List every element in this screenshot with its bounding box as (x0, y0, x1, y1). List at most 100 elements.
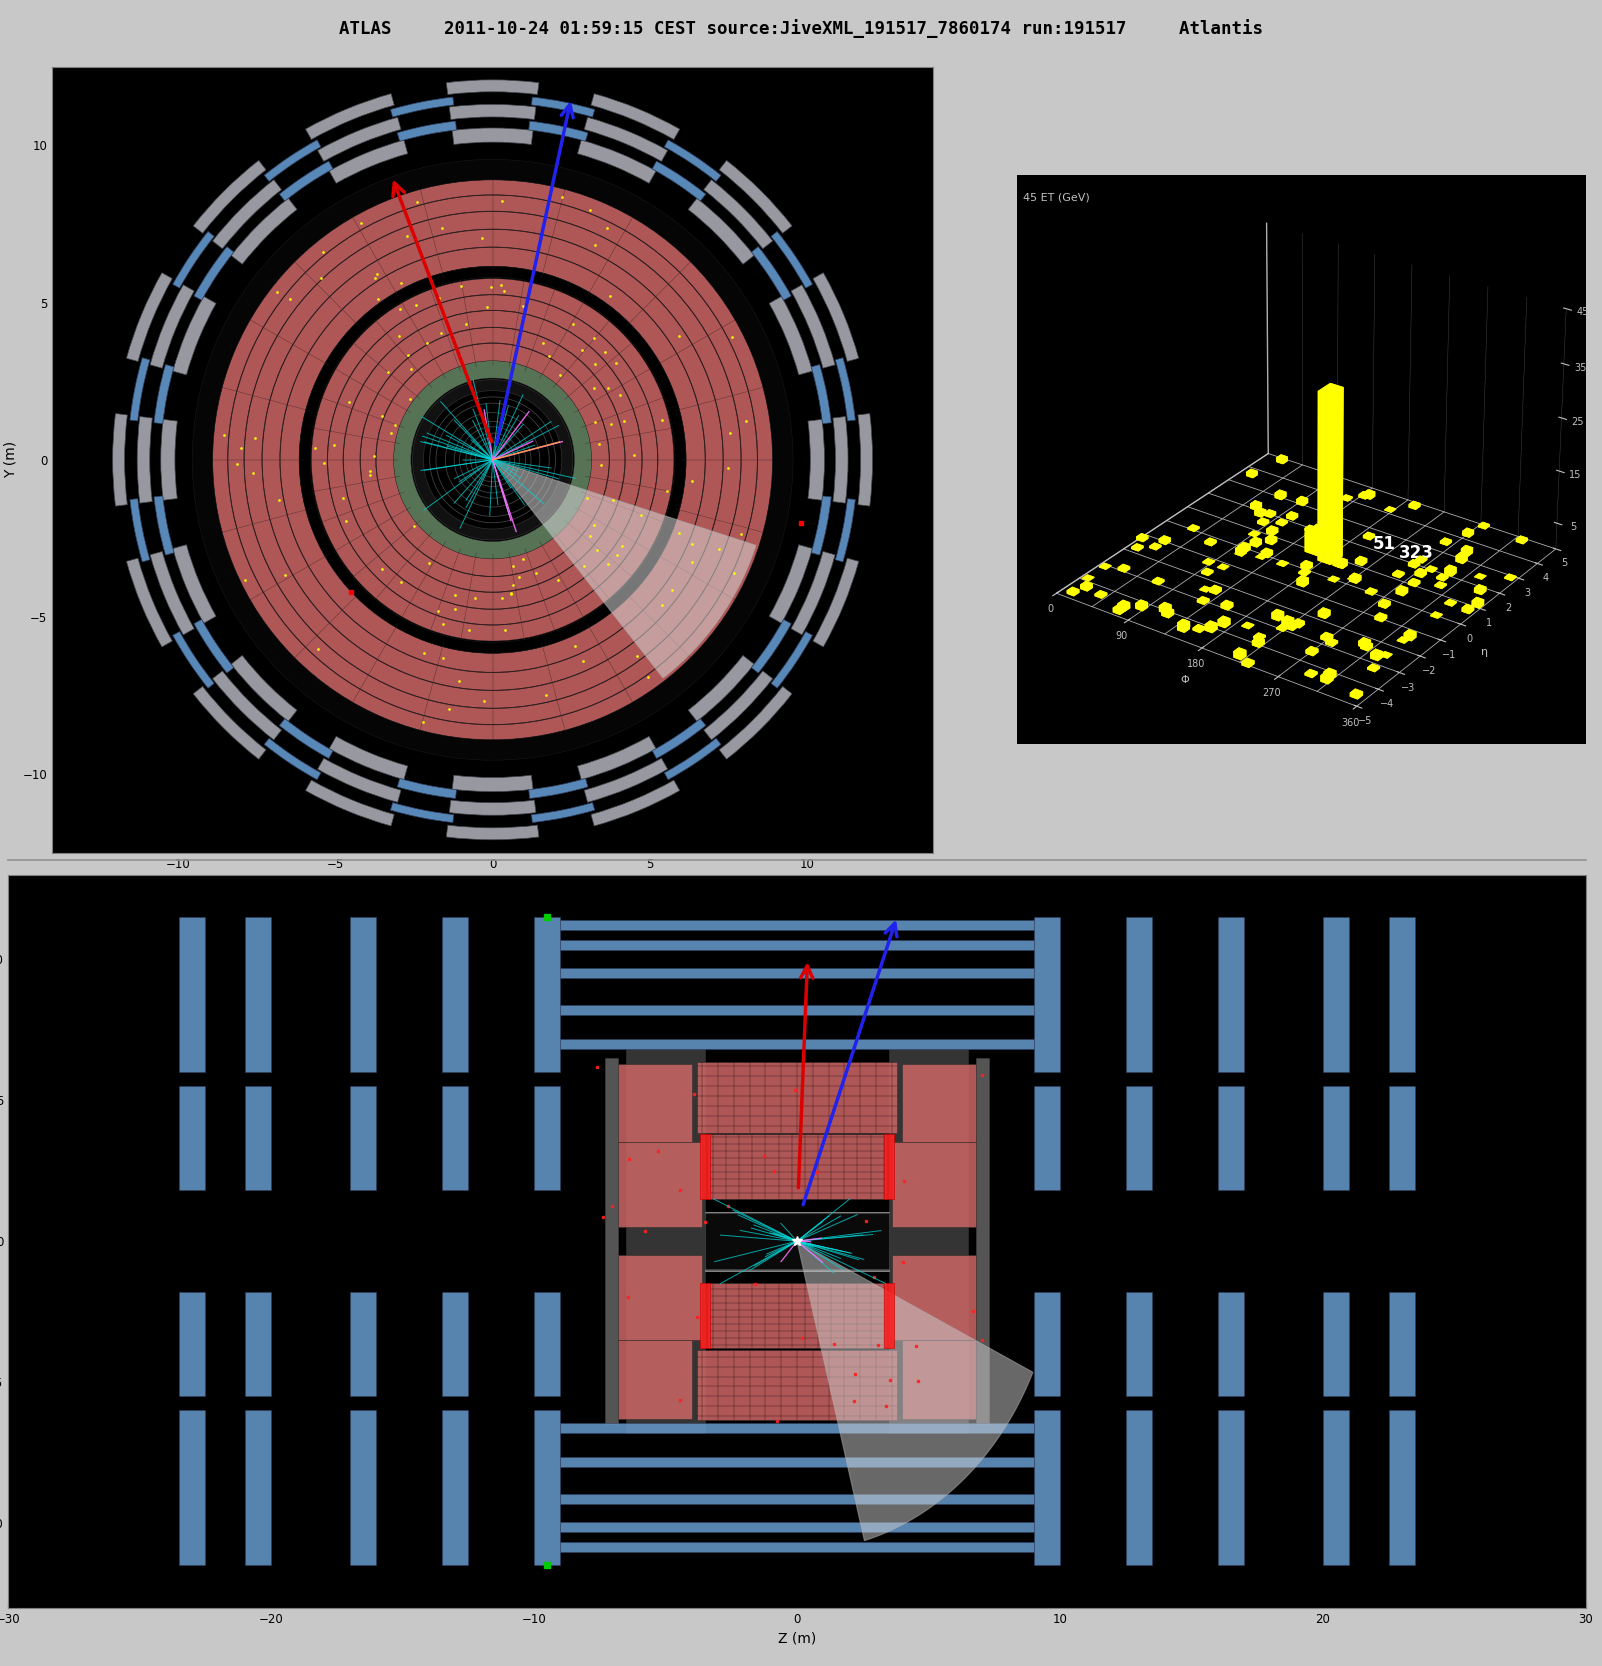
Bar (626, 1050, 705, 1433)
Wedge shape (577, 140, 657, 183)
Wedge shape (807, 420, 825, 500)
Bar (1126, 916, 1152, 1071)
Wedge shape (703, 671, 772, 740)
Bar (561, 1541, 1033, 1551)
Wedge shape (343, 312, 642, 608)
Bar (884, 1283, 894, 1348)
Wedge shape (447, 825, 538, 840)
Wedge shape (751, 247, 791, 300)
Wedge shape (306, 93, 394, 140)
Wedge shape (154, 365, 175, 423)
Wedge shape (812, 273, 859, 362)
Wedge shape (771, 631, 812, 688)
Wedge shape (192, 160, 793, 760)
Wedge shape (194, 247, 234, 300)
Wedge shape (391, 803, 453, 823)
Bar (697, 1063, 897, 1133)
Wedge shape (173, 297, 216, 375)
Wedge shape (835, 358, 855, 421)
Wedge shape (532, 803, 594, 823)
Wedge shape (397, 778, 457, 798)
Wedge shape (151, 551, 194, 635)
Y-axis label: η: η (1482, 646, 1488, 656)
Wedge shape (703, 180, 772, 248)
Bar (561, 1523, 1033, 1533)
Wedge shape (151, 285, 194, 368)
X-axis label: Z (m): Z (m) (779, 1631, 815, 1644)
Bar (179, 916, 205, 1071)
Bar (708, 1135, 886, 1200)
Bar (1218, 1411, 1245, 1566)
Wedge shape (452, 775, 533, 791)
Bar (179, 1291, 205, 1396)
Bar (533, 1411, 561, 1566)
Wedge shape (227, 195, 758, 725)
Bar (442, 916, 468, 1071)
Wedge shape (812, 558, 859, 646)
Wedge shape (279, 718, 333, 758)
Wedge shape (791, 285, 835, 368)
Wedge shape (397, 122, 457, 142)
Wedge shape (833, 416, 847, 503)
Bar (1218, 1291, 1245, 1396)
Text: 45 ET (GeV): 45 ET (GeV) (1024, 193, 1089, 203)
Bar (561, 968, 1033, 978)
Wedge shape (263, 230, 723, 690)
Bar (1126, 1086, 1152, 1191)
Bar (1323, 1411, 1349, 1566)
Bar (1218, 1086, 1245, 1191)
Wedge shape (127, 558, 173, 646)
Bar (561, 940, 1033, 950)
Bar (606, 1058, 618, 1424)
Wedge shape (130, 498, 151, 561)
Wedge shape (391, 97, 453, 117)
Bar (1323, 1086, 1349, 1191)
Bar (349, 916, 376, 1071)
X-axis label: X (m): X (m) (474, 876, 511, 890)
Bar (533, 1291, 561, 1396)
Wedge shape (751, 620, 791, 673)
Wedge shape (791, 551, 835, 635)
Bar (561, 1038, 1033, 1050)
Bar (1218, 916, 1245, 1071)
Bar (245, 1291, 271, 1396)
Bar (892, 1143, 976, 1228)
Wedge shape (264, 738, 320, 780)
Bar (179, 1086, 205, 1191)
Polygon shape (798, 1241, 1033, 1541)
Bar (618, 1063, 692, 1143)
Wedge shape (328, 295, 657, 625)
Wedge shape (665, 140, 721, 182)
Bar (618, 1339, 692, 1419)
Wedge shape (859, 413, 873, 506)
Wedge shape (449, 105, 537, 120)
Wedge shape (394, 362, 591, 558)
Bar (976, 1058, 988, 1424)
Wedge shape (279, 162, 333, 202)
Wedge shape (811, 365, 831, 423)
Polygon shape (493, 460, 756, 678)
Bar (533, 916, 561, 1071)
Bar (442, 1086, 468, 1191)
Bar (349, 1291, 376, 1396)
Bar (1126, 1291, 1152, 1396)
Wedge shape (452, 128, 533, 145)
Bar (245, 916, 271, 1071)
Bar (1033, 1411, 1061, 1566)
Wedge shape (529, 122, 588, 142)
Wedge shape (213, 180, 772, 740)
Bar (349, 1411, 376, 1566)
Wedge shape (585, 117, 668, 162)
Bar (245, 1086, 271, 1191)
Wedge shape (328, 140, 409, 183)
Bar (1389, 1086, 1415, 1191)
Bar (892, 1254, 976, 1339)
Wedge shape (130, 358, 151, 421)
Wedge shape (213, 671, 282, 740)
Bar (705, 1213, 889, 1269)
Y-axis label: Y (m): Y (m) (3, 441, 18, 478)
Bar (884, 1135, 894, 1200)
Bar (1033, 1291, 1061, 1396)
Bar (697, 1349, 897, 1419)
Bar (902, 1339, 976, 1419)
